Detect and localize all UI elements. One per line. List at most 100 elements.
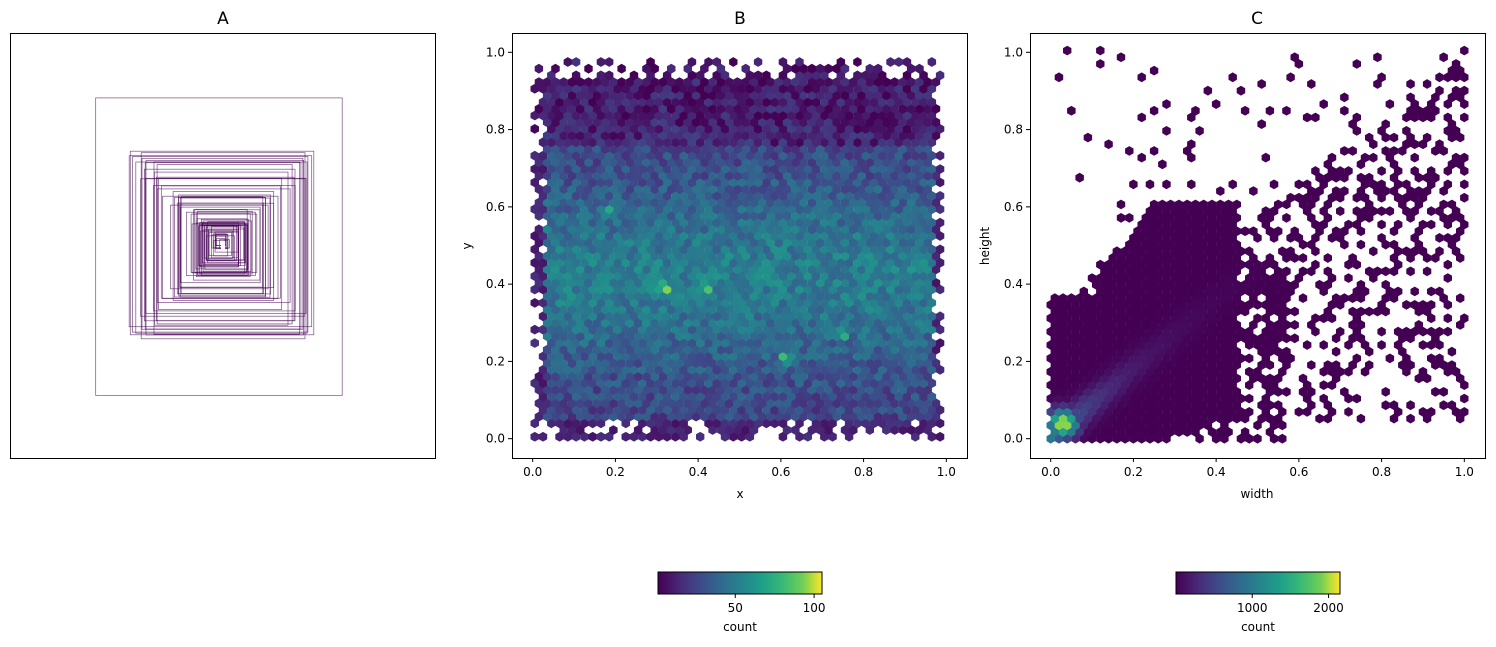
panel-c-hex-272	[1100, 373, 1109, 384]
panel-b-hex-1646	[844, 204, 854, 215]
panel-c-hex-642	[1373, 306, 1382, 317]
panel-b-hex-1278	[625, 251, 635, 261]
panel-c-hex-767	[1216, 279, 1225, 290]
panel-b-hex-1826	[720, 177, 730, 188]
panel-c-hex-112	[1112, 407, 1122, 417]
panel-c-hex-643	[1381, 306, 1390, 317]
panel-b-hex-1894	[873, 170, 883, 181]
panel-c-hex-233	[1381, 387, 1390, 397]
panel-c-hex-369	[1046, 353, 1055, 364]
panel-c-hex-543	[1443, 326, 1452, 337]
panel-b-hex-1350	[820, 244, 829, 255]
panel-b-hex-1934	[795, 164, 804, 174]
panel-b-hex-1799	[890, 184, 899, 194]
panel-b-hex-1419	[580, 231, 589, 241]
panel-b-hex-1275	[600, 251, 610, 261]
panel-b-hex-370	[745, 378, 755, 389]
panel-c-hex-693	[1133, 293, 1142, 303]
panel-b-hex-1421	[596, 231, 606, 241]
panel-b-hex-1007	[824, 291, 833, 302]
panel-c-hex-1243	[1236, 85, 1246, 96]
panel-b-hex-2622	[807, 63, 817, 74]
panel-b-hex-1780	[733, 184, 742, 194]
panel-b-hex-513	[733, 358, 742, 368]
panel-c-hex-912	[1286, 246, 1295, 257]
panel-c-hex-197	[1245, 393, 1254, 404]
panel-b-hex-2317	[753, 110, 763, 121]
panel-b-hex-1407	[882, 237, 891, 248]
panel-b-hex-1331	[662, 244, 672, 255]
panel-b-hex-1315	[931, 251, 941, 261]
panel-c-hex-361	[1331, 360, 1341, 370]
panel-b-hex-738	[596, 324, 606, 335]
panel-b-hex-2582	[571, 70, 581, 81]
panel-c-hex-1195	[1456, 132, 1465, 143]
panel-b-hex-47	[782, 425, 792, 435]
panel-b-hex-1898	[906, 170, 916, 181]
panel-b-hex-1254	[836, 257, 846, 268]
panel-b-hex-227	[766, 398, 775, 409]
panel-b-hex-1757	[542, 184, 552, 194]
panel-c-hex-895	[1120, 246, 1130, 257]
panel-c-hex-1203	[1257, 119, 1266, 129]
panel-c-hex-963	[1377, 233, 1386, 243]
panel-c-hex-871	[1149, 253, 1159, 263]
panel-b-hex-2395	[596, 97, 606, 107]
panel-b-hex-2393	[580, 97, 589, 107]
panel-b-hex-2548	[667, 77, 676, 87]
panel-b-hex-1915	[638, 164, 647, 174]
panel-b-hex-1630	[712, 204, 721, 215]
panel-b-hex-2254	[642, 117, 651, 128]
panel-c-hex-666	[1211, 300, 1221, 310]
panel-b-hex-452	[629, 365, 639, 375]
panel-b-hex-423	[782, 371, 792, 382]
panel-c-hex-1154	[1460, 166, 1469, 176]
panel-b-hex-2130	[811, 137, 821, 148]
panel-c-hex-1131	[1427, 179, 1436, 190]
panel-b-hex-948	[729, 298, 738, 308]
panel-a-frame	[10, 33, 436, 459]
panel-c-hex-257	[1220, 380, 1229, 390]
panel-b-hex-536	[923, 358, 932, 368]
panel-b-hex-2511	[762, 83, 771, 94]
panel-b-hex-2616	[700, 63, 709, 74]
panel-b-hex-797	[683, 318, 692, 328]
panel-b-hex-641	[596, 338, 606, 348]
panel-b-hex-145	[898, 411, 908, 422]
panel-b-hex-720	[849, 331, 858, 342]
panel-c-hex-1268	[1116, 52, 1126, 63]
panel-b-hex-606	[708, 344, 717, 355]
panel-b-hex-1033	[638, 284, 647, 295]
panel-b-hex-293	[911, 391, 920, 402]
panel-b-hex-1286	[691, 251, 701, 261]
panel-b-hex-2535	[559, 77, 568, 87]
panel-b-hex-688	[584, 331, 593, 342]
panel-c-hex-243	[1104, 380, 1113, 390]
panel-b-hex-105	[567, 411, 577, 422]
panel-b-hex-879	[559, 304, 568, 315]
panel-c-hex-1134	[1075, 172, 1084, 183]
panel-b-hex-1154	[820, 271, 829, 281]
panel-b-hex-1815	[629, 177, 639, 188]
panel-c-hex-155	[1174, 400, 1184, 411]
panel-b-hex-1759	[559, 184, 568, 194]
panel-b-hex-1514	[563, 217, 573, 228]
panel-b-hex-1905	[555, 164, 564, 174]
panel-b-hex-2246	[576, 117, 585, 128]
panel-b-hex-1069	[935, 284, 945, 295]
panel-c-hex-319	[1220, 366, 1229, 377]
panel-c-hex-889	[1389, 253, 1399, 263]
panel-b-hex-1717	[621, 191, 630, 201]
panel-b-hex-1052	[795, 284, 804, 295]
panel-b-hex-2015	[654, 150, 664, 161]
panel-c-hex-1028	[1224, 213, 1233, 223]
panel-b-hex-422	[774, 371, 783, 382]
panel-b-hex-1742	[828, 191, 837, 201]
panel-c-hex-850	[1187, 259, 1196, 270]
panel-b-hex-1764	[600, 184, 610, 194]
panel-c-hex-1206	[1447, 119, 1457, 129]
panel-c-hex-787	[1137, 273, 1146, 283]
panel-c-hex-734	[1211, 286, 1221, 297]
panel-b-hex-592	[592, 344, 601, 355]
